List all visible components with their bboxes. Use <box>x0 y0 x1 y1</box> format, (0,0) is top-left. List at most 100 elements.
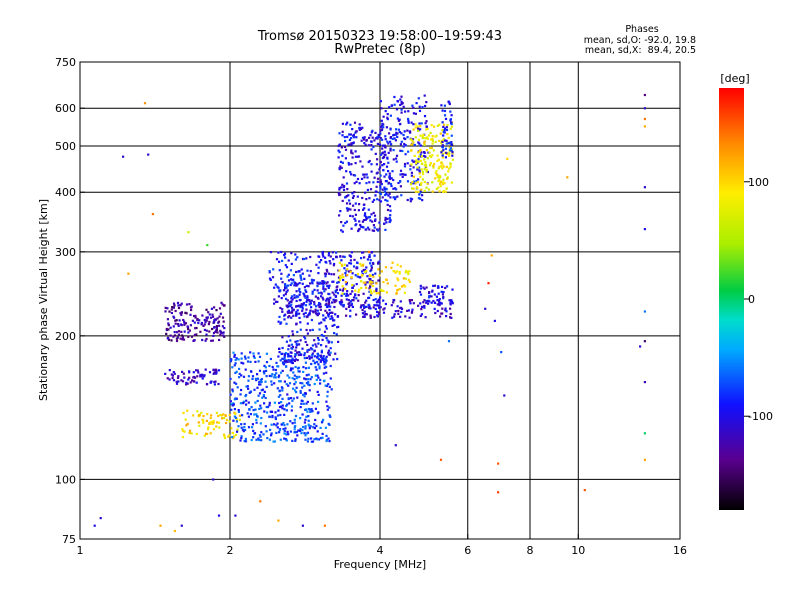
data-point <box>310 318 313 322</box>
data-point <box>274 376 277 379</box>
data-point <box>363 138 366 141</box>
data-point <box>346 268 349 271</box>
data-point <box>394 198 397 201</box>
data-point <box>254 360 257 363</box>
data-point <box>428 296 431 299</box>
data-point <box>306 315 309 319</box>
data-point <box>291 298 294 301</box>
data-point <box>391 170 394 173</box>
data-point <box>382 308 385 311</box>
data-point <box>352 204 355 207</box>
data-point <box>362 251 365 254</box>
data-point <box>298 375 301 378</box>
data-point <box>298 312 301 315</box>
data-point <box>392 178 395 182</box>
data-point <box>178 319 181 322</box>
data-point <box>350 276 353 279</box>
data-point <box>420 168 423 171</box>
data-point <box>326 285 329 288</box>
data-point <box>199 373 202 376</box>
data-point <box>192 339 196 342</box>
data-point <box>292 397 295 400</box>
data-point <box>278 380 281 383</box>
data-point <box>643 432 646 435</box>
data-point <box>399 300 402 303</box>
data-point <box>325 336 328 340</box>
data-point <box>407 150 410 153</box>
data-point <box>418 166 421 169</box>
data-point <box>421 199 424 202</box>
data-point <box>212 331 216 335</box>
data-point <box>303 432 306 435</box>
data-point <box>444 307 447 310</box>
data-point <box>440 290 443 293</box>
data-point <box>180 524 183 527</box>
x-tick-label: 4 <box>377 544 384 557</box>
data-point <box>373 304 376 307</box>
data-point <box>175 380 178 383</box>
data-point <box>268 438 271 441</box>
y-tick-label: 750 <box>55 56 76 69</box>
data-point <box>277 409 280 412</box>
data-point <box>283 429 286 433</box>
data-point <box>386 208 390 212</box>
data-point <box>244 368 247 371</box>
data-point <box>307 407 310 411</box>
data-point <box>348 199 351 202</box>
data-point <box>316 430 319 433</box>
chart-title: Tromsø 20150323 19:58:00–19:59:43 <box>257 29 502 44</box>
data-point <box>290 297 293 300</box>
data-point <box>318 367 321 370</box>
data-point <box>345 207 349 210</box>
data-point <box>366 258 369 261</box>
data-point <box>404 173 407 176</box>
data-point <box>256 373 259 376</box>
data-point <box>187 331 190 334</box>
data-point <box>273 382 276 385</box>
data-point <box>425 149 429 152</box>
data-point <box>436 286 440 289</box>
data-point <box>245 385 248 388</box>
data-point <box>182 429 185 432</box>
data-point <box>389 114 392 117</box>
data-point <box>308 313 311 316</box>
data-point <box>414 126 417 129</box>
data-point <box>211 422 214 425</box>
data-point <box>299 417 302 420</box>
data-point <box>396 132 399 135</box>
data-point <box>358 288 361 291</box>
data-point <box>244 357 247 360</box>
data-point <box>290 316 293 319</box>
data-point <box>441 285 444 288</box>
data-point <box>339 255 342 258</box>
data-point <box>354 289 357 292</box>
data-point <box>183 376 186 379</box>
data-point <box>233 364 236 367</box>
data-point <box>318 302 321 305</box>
data-point <box>319 378 322 382</box>
data-point <box>396 117 399 120</box>
data-point <box>327 254 330 257</box>
data-point <box>262 394 265 397</box>
data-point <box>274 411 277 414</box>
data-point <box>423 304 426 308</box>
data-point <box>182 372 185 375</box>
data-point <box>280 277 283 280</box>
data-point <box>374 307 377 311</box>
data-point <box>182 338 186 341</box>
data-point <box>203 328 206 331</box>
data-point <box>240 426 243 429</box>
data-point <box>209 416 212 420</box>
data-point <box>212 478 215 481</box>
data-point <box>436 175 439 178</box>
data-point <box>384 187 387 190</box>
data-point <box>233 415 236 418</box>
data-point <box>373 139 376 142</box>
data-point <box>278 351 281 354</box>
data-point <box>320 321 323 324</box>
data-point <box>164 306 167 309</box>
x-tick-label: 2 <box>227 544 234 557</box>
data-point <box>403 291 406 294</box>
data-point <box>221 303 224 306</box>
data-point <box>342 176 345 179</box>
